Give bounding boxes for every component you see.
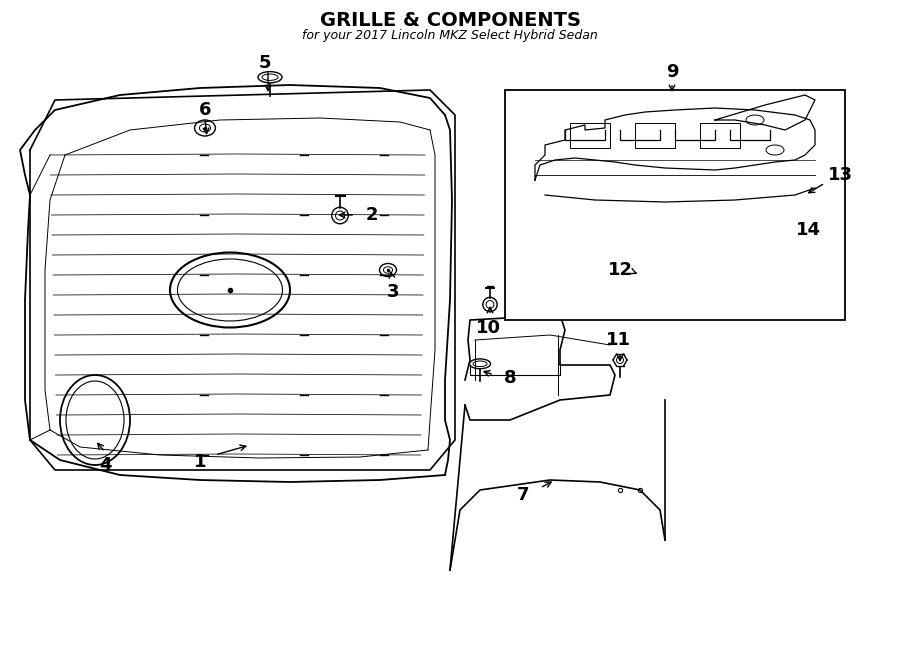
Text: 10: 10 bbox=[475, 319, 500, 337]
Text: 11: 11 bbox=[606, 331, 631, 349]
Text: 9: 9 bbox=[666, 63, 679, 81]
Text: 2: 2 bbox=[365, 206, 378, 224]
Bar bbox=[700, 123, 740, 148]
Text: 5: 5 bbox=[259, 54, 271, 72]
Text: for your 2017 Lincoln MKZ Select Hybrid Sedan: for your 2017 Lincoln MKZ Select Hybrid … bbox=[302, 28, 598, 42]
Text: GRILLE & COMPONENTS: GRILLE & COMPONENTS bbox=[320, 11, 580, 30]
Text: 12: 12 bbox=[608, 261, 633, 279]
Text: 3: 3 bbox=[387, 283, 400, 301]
Bar bbox=[505, 90, 845, 320]
Text: 7: 7 bbox=[517, 486, 529, 504]
Text: 1: 1 bbox=[194, 453, 206, 471]
Text: 8: 8 bbox=[504, 369, 517, 387]
Text: 13: 13 bbox=[827, 166, 852, 184]
Bar bbox=[635, 123, 675, 148]
Bar bbox=[570, 123, 610, 148]
Text: 14: 14 bbox=[796, 221, 821, 239]
Text: 6: 6 bbox=[199, 101, 212, 119]
Text: 4: 4 bbox=[99, 456, 112, 474]
